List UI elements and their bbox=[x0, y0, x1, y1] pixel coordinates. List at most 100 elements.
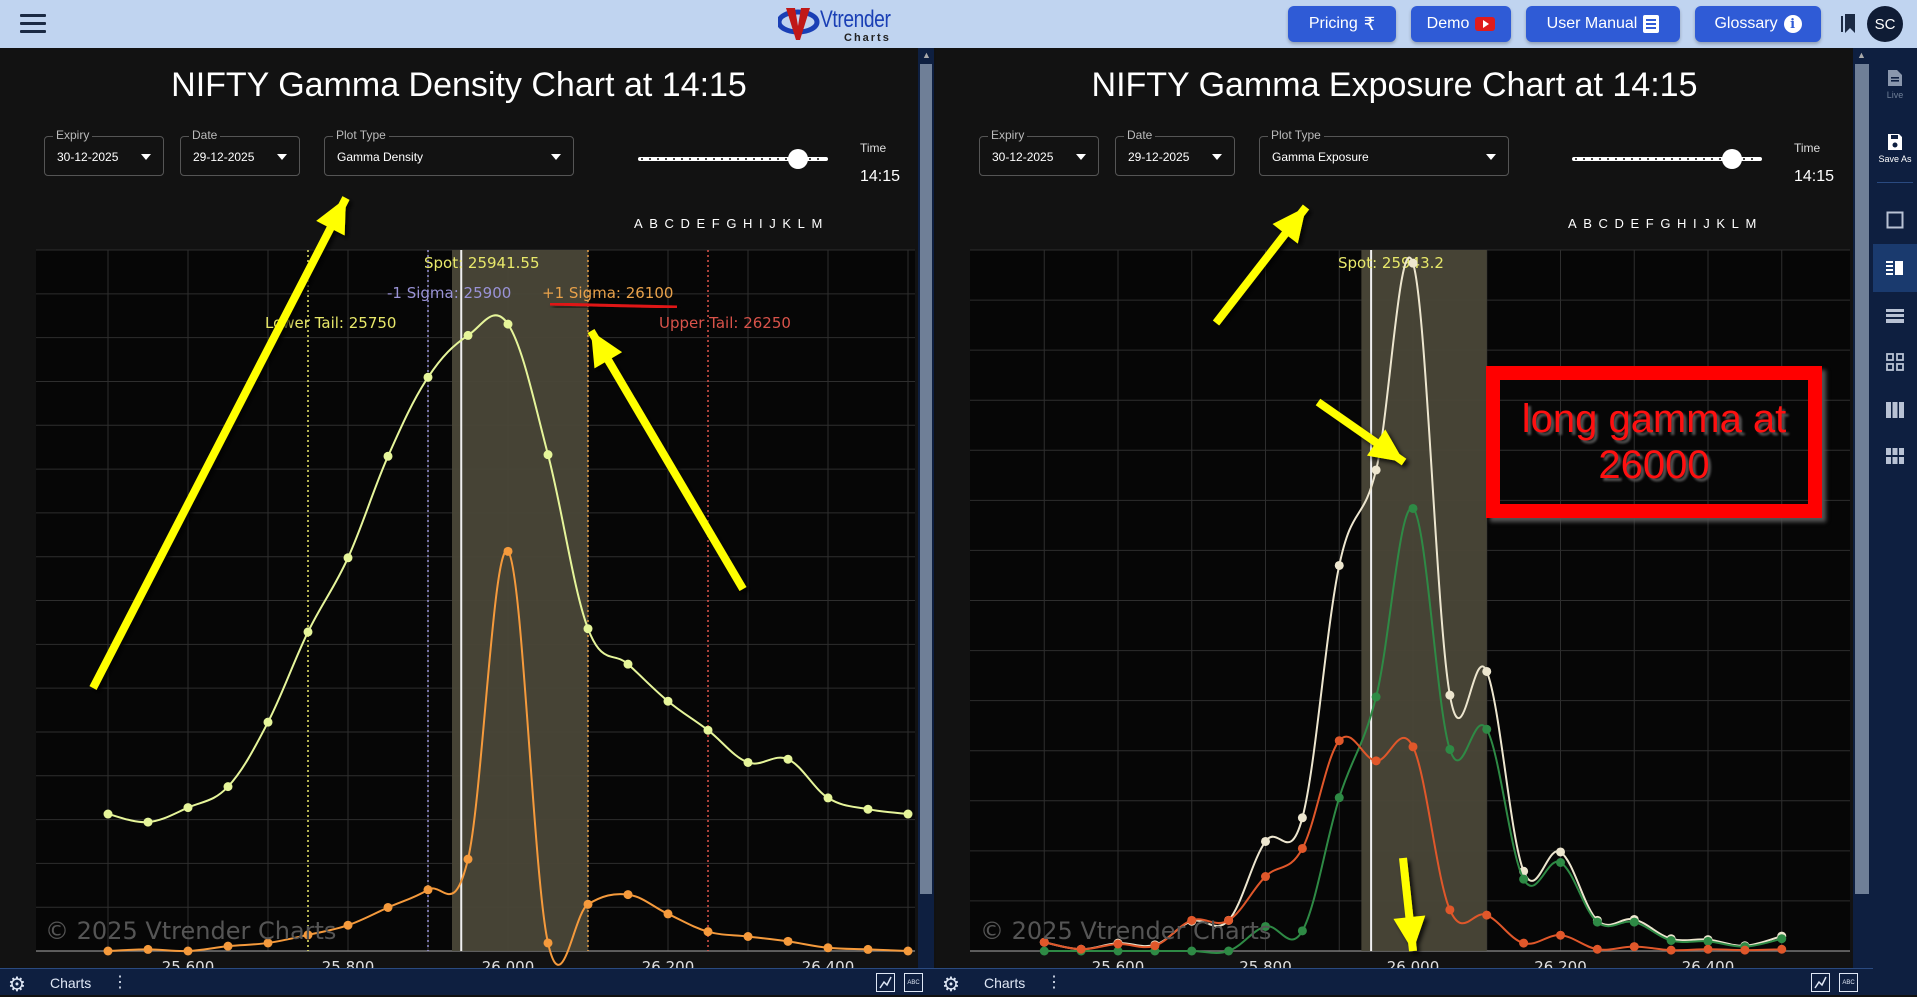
expiry-label: Expiry bbox=[988, 128, 1028, 142]
date-label: Date bbox=[189, 128, 221, 142]
long-gamma-annotation-box: long gamma at 26000 bbox=[1486, 366, 1822, 518]
time-label: Time bbox=[860, 141, 887, 155]
chevron-down-icon bbox=[277, 154, 287, 160]
hamburger-menu-icon[interactable] bbox=[20, 14, 46, 34]
scroll-thumb[interactable] bbox=[1855, 64, 1869, 894]
sidebar-layout-single[interactable] bbox=[1873, 198, 1917, 242]
user-manual-button[interactable]: User Manual bbox=[1526, 6, 1680, 42]
sidebar-layout-grid[interactable] bbox=[1873, 340, 1917, 384]
chevron-down-icon bbox=[1486, 154, 1496, 160]
scroll-thumb[interactable] bbox=[920, 64, 932, 894]
pricing-label: Pricing bbox=[1308, 15, 1358, 32]
slider-letter-scale: ABCDEFGHIJKLM bbox=[634, 216, 829, 231]
right-expiry-select[interactable]: Expiry 30-12-2025 bbox=[979, 128, 1099, 176]
sidebar-item-save-as[interactable]: Save As bbox=[1873, 120, 1917, 176]
left-chart-title: NIFTY Gamma Density Chart at 14:15 bbox=[171, 66, 747, 104]
right-plot-type-select[interactable]: Plot Type Gamma Exposure bbox=[1259, 128, 1509, 176]
demo-button[interactable]: Demo bbox=[1411, 6, 1511, 42]
plot-type-label: Plot Type bbox=[333, 128, 389, 142]
sidebar-layout-columns[interactable] bbox=[1873, 388, 1917, 432]
date-value: 29-12-2025 bbox=[193, 150, 255, 164]
slider-thumb[interactable] bbox=[788, 149, 808, 169]
pricing-button[interactable]: Pricing ₹ bbox=[1288, 6, 1396, 42]
time-label: Time bbox=[1794, 141, 1821, 155]
more-options-icon[interactable]: ⋮ bbox=[112, 974, 128, 991]
rupee-icon: ₹ bbox=[1363, 13, 1376, 34]
chevron-down-icon bbox=[1212, 154, 1222, 160]
sidebar-item-live[interactable]: Live bbox=[1873, 56, 1917, 112]
user-manual-label: User Manual bbox=[1546, 15, 1638, 32]
gear-icon[interactable]: ⚙ bbox=[942, 974, 960, 996]
sidebar-live-label: Live bbox=[1886, 89, 1904, 100]
left-chart-panel: NIFTY Gamma Density Chart at 14:15 Expir… bbox=[0, 48, 918, 968]
grid-layout-icon bbox=[1886, 353, 1904, 371]
expiry-value: 30-12-2025 bbox=[992, 150, 1054, 164]
sidebar-layout-grid6[interactable] bbox=[1873, 434, 1917, 478]
columns-layout-icon bbox=[1886, 402, 1904, 418]
left-panel-scrollbar[interactable]: ▲ bbox=[918, 48, 934, 968]
slider-letter-scale: ABCDEFGHIJKLM bbox=[1568, 216, 1763, 231]
expiry-value: 30-12-2025 bbox=[57, 150, 119, 164]
left-watermark: © 2025 Vtrender Charts bbox=[45, 917, 337, 945]
time-value: 14:15 bbox=[1794, 168, 1835, 185]
plot-type-value: Gamma Exposure bbox=[1272, 150, 1369, 164]
line-chart-icon[interactable] bbox=[876, 973, 895, 992]
time-value: 14:15 bbox=[860, 168, 901, 185]
right-chart-title: NIFTY Gamma Exposure Chart at 14:15 bbox=[1091, 66, 1698, 104]
left-bottom-toolbar: ⚙ Charts ⋮ ABC bbox=[0, 968, 934, 996]
slider-track bbox=[1572, 157, 1762, 161]
date-value: 29-12-2025 bbox=[1128, 150, 1190, 164]
demo-label: Demo bbox=[1426, 15, 1470, 32]
scroll-up-icon[interactable]: ▲ bbox=[922, 50, 931, 60]
grid6-layout-icon bbox=[1886, 448, 1904, 464]
right-bottom-toolbar: ⚙ Charts ⋮ ABC bbox=[934, 968, 1873, 996]
chevron-down-icon bbox=[1076, 154, 1086, 160]
save-icon bbox=[1888, 133, 1902, 150]
more-options-icon[interactable]: ⋮ bbox=[1046, 974, 1062, 991]
bookmarks-icon[interactable] bbox=[1841, 12, 1857, 34]
expiry-label: Expiry bbox=[53, 128, 93, 142]
text-label-icon[interactable]: ABC bbox=[904, 973, 923, 992]
gear-icon[interactable]: ⚙ bbox=[8, 974, 26, 996]
right-date-select[interactable]: Date 29-12-2025 bbox=[1115, 128, 1235, 176]
top-nav-bar: Vtrender Charts Pricing ₹ Demo User Manu… bbox=[0, 0, 1917, 48]
long-gamma-annotation-text: long gamma at 26000 bbox=[1521, 397, 1787, 487]
left-date-select[interactable]: Date 29-12-2025 bbox=[180, 128, 300, 176]
right-watermark: © 2025 Vtrender Charts bbox=[980, 917, 1272, 945]
charts-label: Charts bbox=[984, 975, 1026, 991]
user-avatar[interactable]: SC bbox=[1867, 6, 1903, 42]
youtube-icon bbox=[1475, 17, 1496, 31]
right-time-slider[interactable] bbox=[1572, 149, 1762, 169]
info-icon: i bbox=[1783, 15, 1802, 33]
sidebar-layout-split[interactable] bbox=[1873, 244, 1917, 292]
left-time-slider[interactable] bbox=[638, 149, 828, 169]
plot-type-value: Gamma Density bbox=[337, 150, 424, 164]
slider-track bbox=[638, 157, 828, 161]
line-chart-icon[interactable] bbox=[1811, 973, 1830, 992]
split-layout-icon bbox=[1886, 261, 1903, 275]
left-plot-type-select[interactable]: Plot Type Gamma Density bbox=[324, 128, 574, 176]
document-icon bbox=[1888, 69, 1902, 86]
right-sidebar: Live Save As bbox=[1873, 48, 1917, 995]
single-layout-icon bbox=[1886, 211, 1904, 229]
right-panel-scrollbar[interactable]: ▲ bbox=[1853, 48, 1873, 968]
brand-name: Vtrender bbox=[820, 6, 891, 33]
brand-logo[interactable]: Vtrender Charts bbox=[776, 4, 918, 44]
rows-layout-icon bbox=[1886, 309, 1904, 323]
left-expiry-select[interactable]: Expiry 30-12-2025 bbox=[44, 128, 164, 176]
slider-thumb[interactable] bbox=[1722, 149, 1742, 169]
brand-subtitle: Charts bbox=[844, 32, 891, 44]
charts-label: Charts bbox=[50, 975, 92, 991]
vtrender-logo-icon bbox=[776, 8, 820, 40]
glossary-button[interactable]: Glossary i bbox=[1695, 6, 1821, 42]
plot-type-label: Plot Type bbox=[1268, 128, 1324, 142]
sidebar-save-as-label: Save As bbox=[1878, 153, 1912, 164]
scroll-up-icon[interactable]: ▲ bbox=[1857, 50, 1866, 60]
glossary-label: Glossary bbox=[1714, 15, 1778, 32]
text-label-icon[interactable]: ABC bbox=[1839, 973, 1858, 992]
chevron-down-icon bbox=[551, 154, 561, 160]
date-label: Date bbox=[1124, 128, 1156, 142]
chevron-down-icon bbox=[141, 154, 151, 160]
document-icon bbox=[1643, 15, 1660, 33]
sidebar-layout-rows[interactable] bbox=[1873, 294, 1917, 338]
